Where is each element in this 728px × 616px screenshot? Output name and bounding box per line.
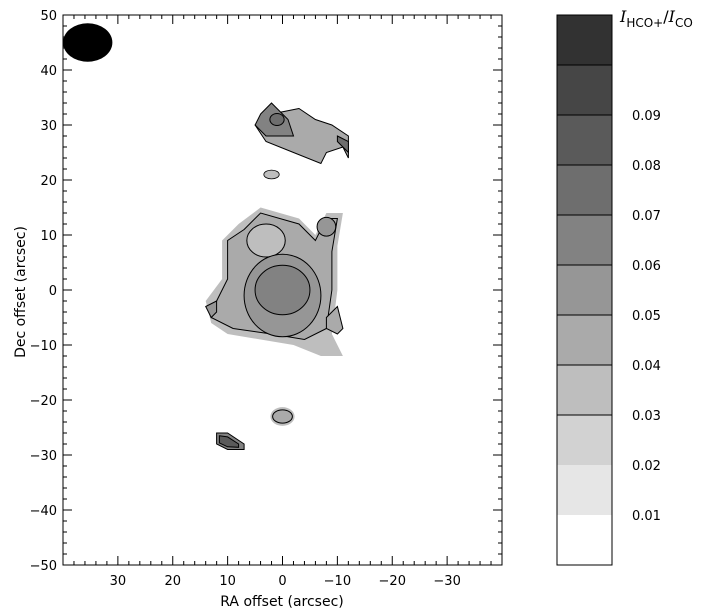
colorbar-tick-label: 0.05: [632, 309, 661, 324]
colorbar-swatch: [557, 15, 612, 65]
x-tick-label: −10: [324, 574, 351, 589]
colorbar-title-denominator: I: [668, 7, 676, 26]
y-tick-label: −20: [30, 394, 57, 409]
beam-ellipse: [63, 23, 113, 62]
colorbar-title: IHCO+/ICO: [619, 7, 693, 30]
colorbar-swatch: [557, 165, 612, 215]
x-tick-label: 20: [164, 574, 181, 589]
colorbar-frame: [556, 14, 613, 566]
northern-fragment: [263, 169, 280, 180]
colorbar-tick-label: 0.06: [632, 259, 661, 274]
y-axis-label: Dec offset (arcsec): [13, 226, 29, 358]
x-tick-label: 30: [110, 574, 127, 589]
colorbar-swatch: [557, 265, 612, 315]
y-tick-label: 0: [49, 284, 57, 299]
central-blob-spur: [205, 300, 218, 319]
y-tick-label: −50: [30, 559, 57, 574]
y-tick-label: 40: [40, 64, 57, 79]
colorbar-title-denominator-sub: CO: [675, 16, 693, 30]
colorbar: 0.01 0.02 0.03 0.04 0.05 0.06 0.07 0.08 0.09: [556, 14, 661, 566]
central-blob-pocket: [246, 223, 286, 258]
colorbar-tick-label: 0.08: [632, 159, 661, 174]
central-core: [254, 264, 311, 316]
plot-area: [62, 14, 503, 566]
colorbar-swatch: [557, 465, 612, 515]
axes-ticks: 30 20 10 0 −10 −20 −30 50 40 30 20 10 0 −10 −20 −30 −40 −…: [30, 9, 502, 589]
central-blob-tail: [325, 305, 344, 335]
northern-peak: [269, 112, 285, 127]
colorbar-title-numerator-sub: HCO+: [626, 16, 663, 30]
colorbar-tick-label: 0.09: [632, 109, 661, 124]
y-tick-label: 30: [40, 119, 57, 134]
y-tick-label: 10: [40, 229, 57, 244]
x-tick-label: −20: [379, 574, 406, 589]
colorbar-title-numerator: I: [619, 7, 627, 26]
small-clump: [272, 409, 293, 424]
colorbar-tick-label: 0.04: [632, 359, 661, 374]
colorbar-swatch: [557, 415, 612, 465]
colorbar-tick-label: 0.07: [632, 209, 661, 224]
colorbar-tick-label: 0.01: [632, 509, 661, 524]
x-tick-label: −30: [433, 574, 460, 589]
northern-clump-tail: [336, 135, 349, 154]
southern-clump-core: [218, 435, 240, 448]
central-blob-knot: [316, 216, 337, 237]
colorbar-swatch: [557, 215, 612, 265]
y-tick-label: 20: [40, 174, 57, 189]
colorbar-swatch: [557, 115, 612, 165]
y-tick-label: −10: [30, 339, 57, 354]
y-tick-label: 50: [40, 9, 57, 24]
x-tick-label: 0: [278, 574, 286, 589]
colorbar-tick-label: 0.02: [632, 459, 661, 474]
y-tick-label: −30: [30, 449, 57, 464]
x-tick-label: 10: [219, 574, 236, 589]
colorbar-swatch: [557, 65, 612, 115]
colorbar-swatch: [557, 315, 612, 365]
x-axis-label: RA offset (arcsec): [220, 594, 344, 610]
y-tick-label: −40: [30, 504, 57, 519]
colorbar-swatch: [557, 515, 612, 565]
colorbar-swatch: [557, 365, 612, 415]
colorbar-tick-label: 0.03: [632, 409, 661, 424]
colorbar-title-separator: /: [663, 7, 669, 26]
